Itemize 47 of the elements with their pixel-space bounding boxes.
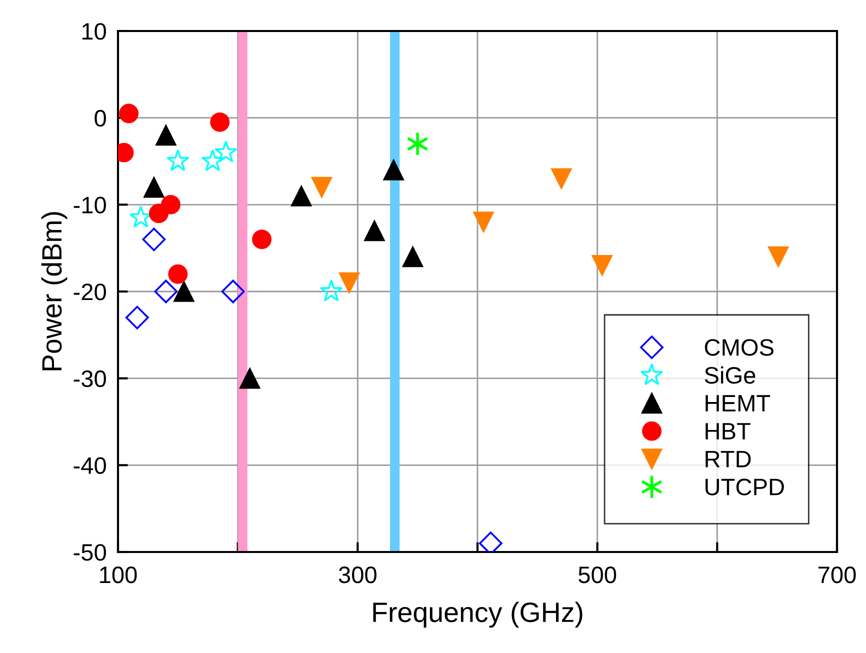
point bbox=[252, 230, 272, 250]
y-tick-label: 10 bbox=[82, 23, 106, 40]
point bbox=[383, 160, 404, 180]
point bbox=[144, 176, 164, 198]
x-axis-title: Frequency (GHz) bbox=[373, 602, 582, 628]
point bbox=[311, 176, 332, 198]
point bbox=[290, 186, 312, 206]
point bbox=[320, 279, 343, 302]
point bbox=[142, 228, 166, 252]
point bbox=[119, 104, 139, 124]
y-tick-label: -30 bbox=[74, 370, 106, 388]
point bbox=[402, 246, 424, 268]
y-tick-label: -50 bbox=[74, 544, 106, 561]
legend-label: UTCPD bbox=[706, 478, 784, 496]
legend-label: HEMT bbox=[706, 395, 770, 412]
y-tick-label: -20 bbox=[74, 284, 106, 300]
legend-label: CMOS bbox=[704, 339, 774, 356]
point bbox=[173, 281, 194, 302]
y-axis-title: Power (dBm) bbox=[41, 212, 68, 370]
point bbox=[768, 246, 789, 268]
point bbox=[550, 168, 572, 190]
point bbox=[156, 124, 176, 146]
point bbox=[201, 149, 224, 172]
y-tick-label: -40 bbox=[74, 457, 106, 474]
point bbox=[592, 255, 613, 276]
legend-label: HBT bbox=[706, 423, 750, 440]
point bbox=[125, 306, 149, 330]
point bbox=[154, 280, 178, 304]
x-tick-label: 100 bbox=[100, 566, 137, 584]
legend-label: SiGe bbox=[704, 366, 756, 384]
point bbox=[239, 368, 260, 389]
x-tick-label: 700 bbox=[818, 566, 856, 584]
point bbox=[168, 264, 188, 284]
point bbox=[406, 131, 429, 156]
point bbox=[338, 272, 360, 294]
y-tick-label: -10 bbox=[74, 196, 106, 214]
point bbox=[214, 140, 238, 162]
point bbox=[161, 194, 180, 214]
point bbox=[473, 212, 494, 232]
point bbox=[364, 220, 385, 242]
point bbox=[221, 280, 245, 304]
x-tick-label: 500 bbox=[578, 566, 616, 584]
y-tick-label: 0 bbox=[94, 110, 106, 127]
x-tick-label: 300 bbox=[338, 566, 376, 584]
point bbox=[166, 149, 190, 172]
point bbox=[210, 112, 230, 132]
legend-label: RTD bbox=[706, 451, 751, 468]
